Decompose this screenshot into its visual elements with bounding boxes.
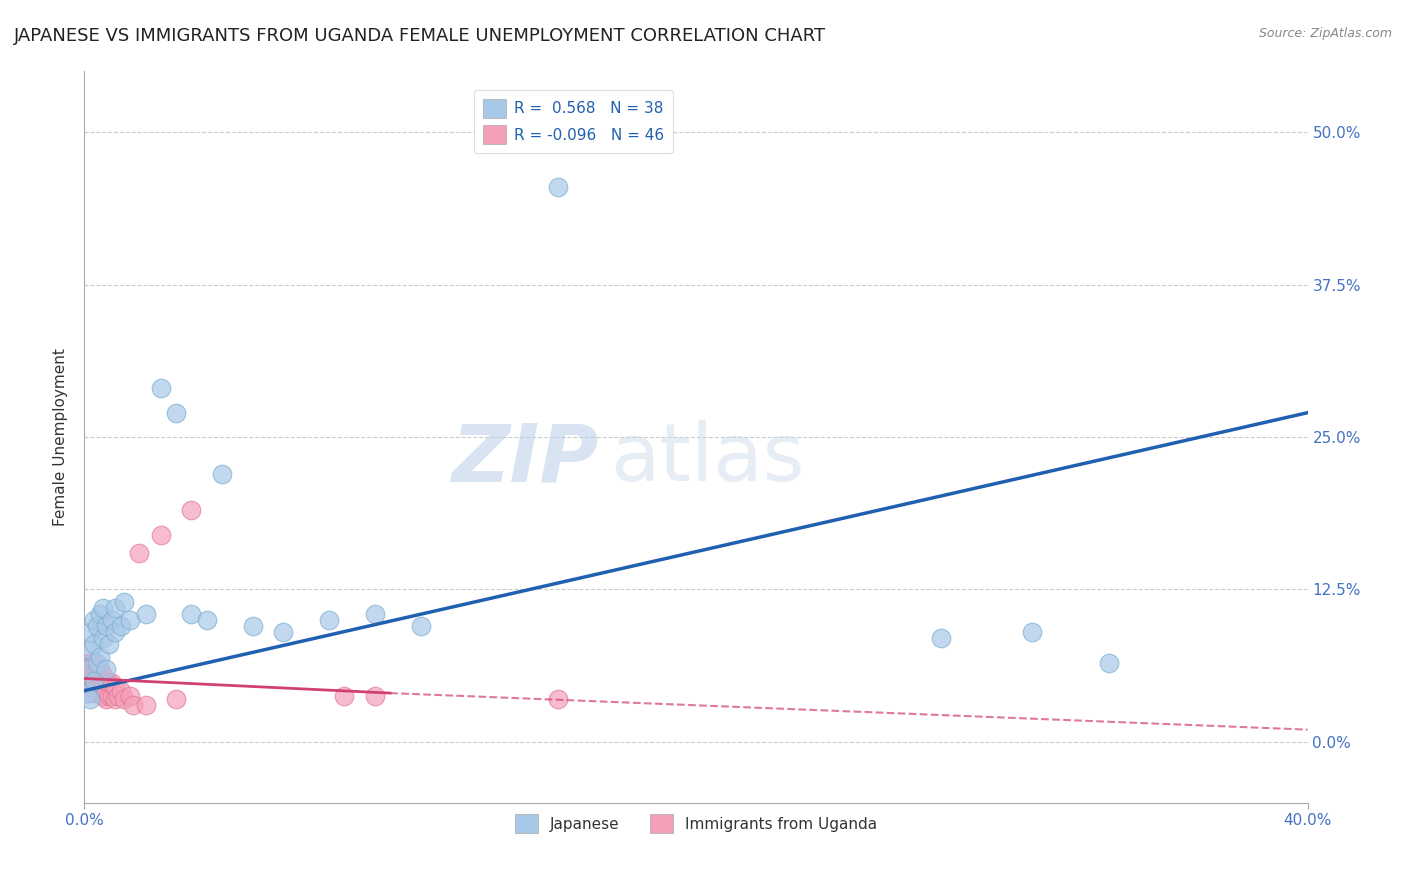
Point xyxy=(91,600,114,615)
Point xyxy=(89,667,111,682)
Point xyxy=(79,662,101,676)
Point xyxy=(97,676,120,690)
Point xyxy=(86,656,108,670)
Y-axis label: Female Unemployment: Female Unemployment xyxy=(53,348,69,526)
Point xyxy=(91,632,114,646)
Point xyxy=(1098,656,1121,670)
Point xyxy=(547,180,569,194)
Point xyxy=(97,689,120,703)
Point xyxy=(135,698,157,713)
Point xyxy=(76,686,98,700)
Point xyxy=(76,686,98,700)
Text: atlas: atlas xyxy=(610,420,804,498)
Point xyxy=(76,662,98,676)
Point xyxy=(89,686,111,700)
Point xyxy=(83,656,105,670)
Point xyxy=(94,683,117,698)
Point xyxy=(79,667,101,682)
Point xyxy=(180,607,202,621)
Point xyxy=(271,625,294,640)
Point xyxy=(104,600,127,615)
Point xyxy=(76,680,98,694)
Legend: Japanese, Immigrants from Uganda: Japanese, Immigrants from Uganda xyxy=(509,808,883,839)
Text: Source: ZipAtlas.com: Source: ZipAtlas.com xyxy=(1258,27,1392,40)
Point xyxy=(149,527,172,541)
Point xyxy=(104,625,127,640)
Point xyxy=(76,667,98,682)
Point xyxy=(83,667,105,682)
Point xyxy=(110,683,132,698)
Point xyxy=(112,692,135,706)
Point xyxy=(83,637,105,651)
Point xyxy=(76,662,98,676)
Point xyxy=(86,667,108,682)
Point xyxy=(195,613,218,627)
Point xyxy=(110,619,132,633)
Point xyxy=(107,689,129,703)
Point xyxy=(79,643,101,657)
Point xyxy=(86,619,108,633)
Point xyxy=(318,613,340,627)
Point xyxy=(101,689,124,703)
Point xyxy=(89,649,111,664)
Point xyxy=(364,689,387,703)
Point xyxy=(135,607,157,621)
Point xyxy=(122,698,145,713)
Point xyxy=(112,594,135,608)
Point xyxy=(120,613,142,627)
Point xyxy=(94,619,117,633)
Point xyxy=(104,692,127,706)
Point xyxy=(180,503,202,517)
Point xyxy=(929,632,952,646)
Point xyxy=(94,673,117,688)
Point xyxy=(83,680,105,694)
Point xyxy=(409,619,432,633)
Point xyxy=(79,673,101,688)
Point xyxy=(547,692,569,706)
Point xyxy=(86,680,108,694)
Point xyxy=(89,680,111,694)
Point xyxy=(165,692,187,706)
Point xyxy=(76,656,98,670)
Point xyxy=(211,467,233,481)
Point xyxy=(79,625,101,640)
Point xyxy=(101,676,124,690)
Text: ZIP: ZIP xyxy=(451,420,598,498)
Point xyxy=(86,662,108,676)
Point xyxy=(89,662,111,676)
Point xyxy=(120,689,142,703)
Point xyxy=(128,546,150,560)
Point xyxy=(79,680,101,694)
Point xyxy=(364,607,387,621)
Point xyxy=(242,619,264,633)
Point xyxy=(83,686,105,700)
Point xyxy=(94,662,117,676)
Point xyxy=(1021,625,1043,640)
Point xyxy=(97,637,120,651)
Point xyxy=(94,692,117,706)
Point xyxy=(79,692,101,706)
Point xyxy=(89,607,111,621)
Point xyxy=(91,667,114,682)
Point xyxy=(91,689,114,703)
Text: JAPANESE VS IMMIGRANTS FROM UGANDA FEMALE UNEMPLOYMENT CORRELATION CHART: JAPANESE VS IMMIGRANTS FROM UGANDA FEMAL… xyxy=(14,27,827,45)
Point xyxy=(79,656,101,670)
Point xyxy=(149,381,172,395)
Point xyxy=(101,613,124,627)
Point xyxy=(104,680,127,694)
Point xyxy=(83,613,105,627)
Point xyxy=(83,673,105,688)
Point xyxy=(165,406,187,420)
Point xyxy=(333,689,356,703)
Point xyxy=(91,680,114,694)
